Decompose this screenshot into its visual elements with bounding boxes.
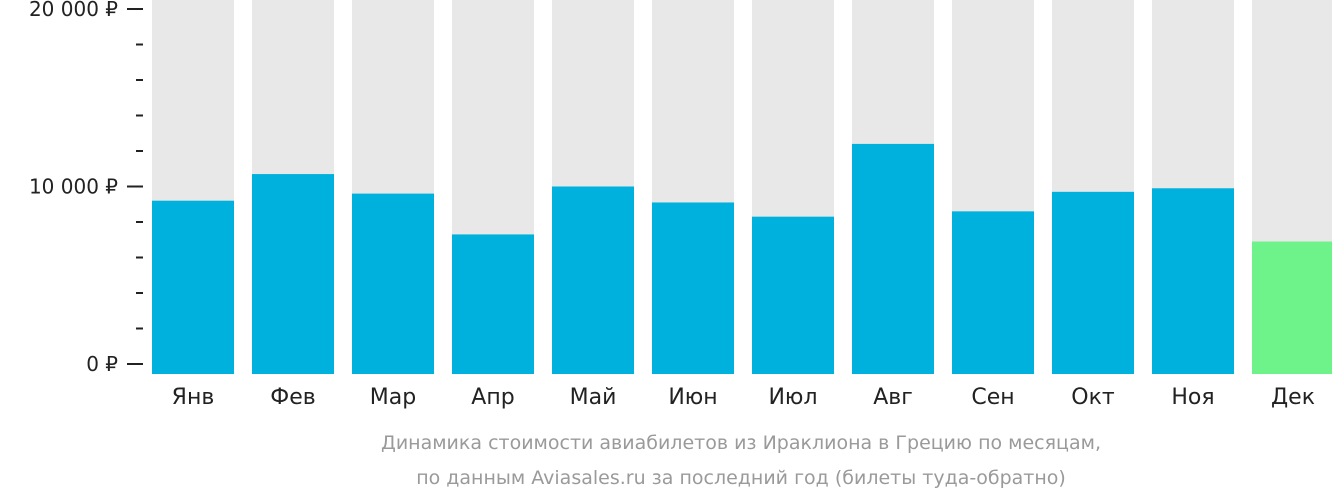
chart-caption-line-1: Динамика стоимости авиабилетов из Иракли…	[380, 432, 1102, 454]
x-tick-label: Июн	[668, 385, 717, 410]
x-tick-label: Ноя	[1171, 385, 1214, 410]
y-tick-label: 0 ₽	[86, 352, 118, 376]
bar	[1152, 188, 1234, 374]
price-bar-chart: Янв Фев Мар Апр Май Июн Июл Авг Сен Окт Ноя Дек 0 ₽ 1…	[29, 0, 1332, 410]
x-tick-label: Июл	[768, 385, 817, 410]
chart-caption-line-2: по данным Aviasales.ru за последний год …	[416, 467, 1066, 489]
x-tick-label: Авг	[873, 385, 913, 410]
x-tick-label: Окт	[1071, 385, 1115, 410]
y-tick-label: 20 000 ₽	[29, 0, 118, 21]
bar	[352, 193, 434, 374]
x-tick-label: Мар	[370, 385, 416, 410]
x-tick-label: Фев	[270, 385, 315, 410]
bar	[552, 186, 634, 374]
bar	[452, 234, 534, 374]
x-tick-label: Дек	[1271, 385, 1315, 410]
bar	[1252, 241, 1332, 374]
x-tick-label: Сен	[971, 385, 1014, 410]
bar	[152, 200, 234, 374]
bar	[652, 202, 734, 374]
bar	[752, 216, 834, 374]
x-tick-label: Май	[570, 385, 617, 410]
bar	[952, 211, 1034, 374]
bar	[1052, 191, 1134, 374]
x-tick-label: Апр	[471, 385, 514, 410]
y-tick-label: 10 000 ₽	[29, 175, 118, 199]
x-tick-label: Янв	[172, 385, 215, 410]
bar	[852, 143, 934, 374]
bar	[252, 174, 334, 374]
